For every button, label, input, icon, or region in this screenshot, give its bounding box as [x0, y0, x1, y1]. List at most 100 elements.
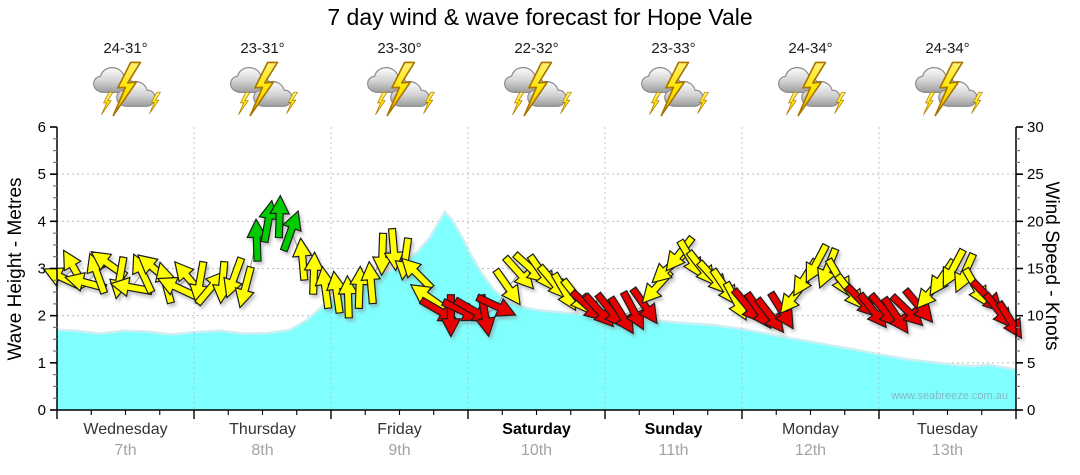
- day-label: Wednesday 7th: [57, 421, 194, 460]
- chart-title: 7 day wind & wave forecast for Hope Vale: [327, 4, 753, 30]
- wind-arrow: [629, 286, 658, 325]
- wind-arrow: [709, 267, 738, 306]
- wind-arrow: [223, 256, 246, 299]
- thunderstorm-icon: [637, 60, 711, 118]
- wind-arrow: [492, 267, 521, 306]
- wind-arrow: [526, 253, 555, 292]
- day-temperature: 22-32°: [514, 40, 559, 57]
- tick-label-right: 30: [1027, 119, 1044, 136]
- wind-arrow: [86, 252, 109, 295]
- tick-label-left: 0: [38, 402, 46, 419]
- wind-arrow: [337, 274, 359, 319]
- tick-label-right: 0: [1027, 402, 1035, 419]
- day-temperature: 24-34°: [925, 40, 970, 57]
- wind-arrow: [188, 260, 210, 305]
- day-temperature: 23-30°: [377, 40, 422, 57]
- wind-arrow: [349, 265, 371, 310]
- wind-arrow: [651, 250, 687, 284]
- day-name: Saturday: [502, 421, 571, 438]
- wind-arrow: [173, 260, 206, 298]
- tick-label-left: 2: [38, 308, 46, 325]
- tick-label-left: 6: [38, 119, 46, 136]
- day-date: 8th: [251, 442, 274, 459]
- wind-arrow: [619, 289, 644, 331]
- wind-arrow: [676, 238, 702, 279]
- day-label: Tuesday 13th: [879, 421, 1016, 460]
- wind-arrow: [961, 266, 988, 307]
- wind-arrow: [880, 295, 909, 335]
- tick-label-left: 1: [38, 355, 46, 372]
- wind-arrow: [42, 267, 85, 291]
- wind-arrow: [889, 292, 924, 327]
- wind-arrow: [360, 260, 382, 305]
- wind-arrow: [371, 232, 393, 277]
- wind-arrow: [400, 257, 435, 292]
- day-label: Friday 9th: [331, 421, 468, 460]
- day-header: 24-31°: [57, 40, 194, 118]
- day-name: Friday: [377, 421, 422, 438]
- day-date: 9th: [388, 442, 411, 459]
- wind-arrow: [258, 199, 279, 244]
- wind-arrow: [816, 246, 840, 290]
- thunderstorm-icon: [500, 60, 574, 118]
- day-temperature: 24-34°: [788, 40, 833, 57]
- wind-arrow: [779, 277, 810, 315]
- wind-arrow: [409, 284, 449, 313]
- day-header: 22-32°: [468, 40, 605, 118]
- day-header: 23-33°: [605, 40, 742, 118]
- wind-arrow: [753, 296, 785, 334]
- wind-arrow: [303, 250, 325, 295]
- wind-arrow: [695, 259, 729, 295]
- wind-arrow: [942, 247, 967, 289]
- wind-arrow: [501, 254, 535, 290]
- tick-label-right: 5: [1027, 355, 1035, 372]
- day-label: Thursday 8th: [194, 421, 331, 460]
- wind-arrow: [916, 272, 948, 310]
- day-header: 24-34°: [742, 40, 879, 118]
- wind-arrow: [383, 227, 405, 272]
- wind-arrow: [969, 278, 1003, 313]
- day-label: Saturday 10th: [468, 421, 605, 460]
- day-temperature: 23-33°: [651, 40, 696, 57]
- day-header: 24-34°: [879, 40, 1016, 118]
- day-header: 23-31°: [194, 40, 331, 118]
- wind-arrow: [805, 242, 830, 284]
- wind-arrow: [607, 295, 634, 335]
- thunderstorm-icon: [89, 60, 163, 118]
- day-label: Monday 12th: [742, 421, 879, 460]
- wind-arrow: [132, 253, 156, 295]
- thunderstorm-icon: [774, 60, 848, 118]
- wind-arrow: [109, 276, 154, 298]
- wind-arrow: [62, 249, 89, 290]
- wind-arrow: [475, 293, 517, 317]
- day-date: 7th: [114, 442, 137, 459]
- day-date: 11th: [658, 442, 689, 459]
- wind-arrow: [856, 291, 888, 329]
- wind-arrow: [314, 265, 336, 310]
- tick-label-left: 5: [38, 166, 46, 183]
- wind-arrow: [641, 268, 674, 304]
- day-date: 13th: [931, 442, 964, 459]
- wind-arrow: [792, 257, 820, 297]
- day-name: Tuesday: [917, 421, 978, 438]
- wind-arrow: [452, 296, 493, 323]
- wind-arrow: [559, 277, 591, 315]
- thunderstorm-icon: [363, 60, 437, 118]
- wind-arrow: [843, 283, 878, 318]
- wind-arrow: [194, 270, 226, 307]
- wind-arrow: [291, 236, 313, 281]
- wind-arrow: [246, 217, 268, 262]
- wind-arrow: [722, 280, 747, 322]
- wind-arrow: [109, 255, 130, 300]
- day-name: Wednesday: [83, 421, 168, 438]
- wind-arrow: [743, 290, 772, 330]
- wind-arrow: [954, 251, 978, 294]
- wind-arrow: [685, 248, 716, 287]
- day-name: Monday: [782, 421, 839, 438]
- wind-arrow: [279, 209, 302, 253]
- wind-arrow: [269, 194, 291, 239]
- wind-arrow: [512, 250, 548, 284]
- day-temperature: 23-31°: [240, 40, 285, 57]
- day-temperature: 24-31°: [103, 40, 148, 57]
- wind-arrow: [569, 288, 605, 322]
